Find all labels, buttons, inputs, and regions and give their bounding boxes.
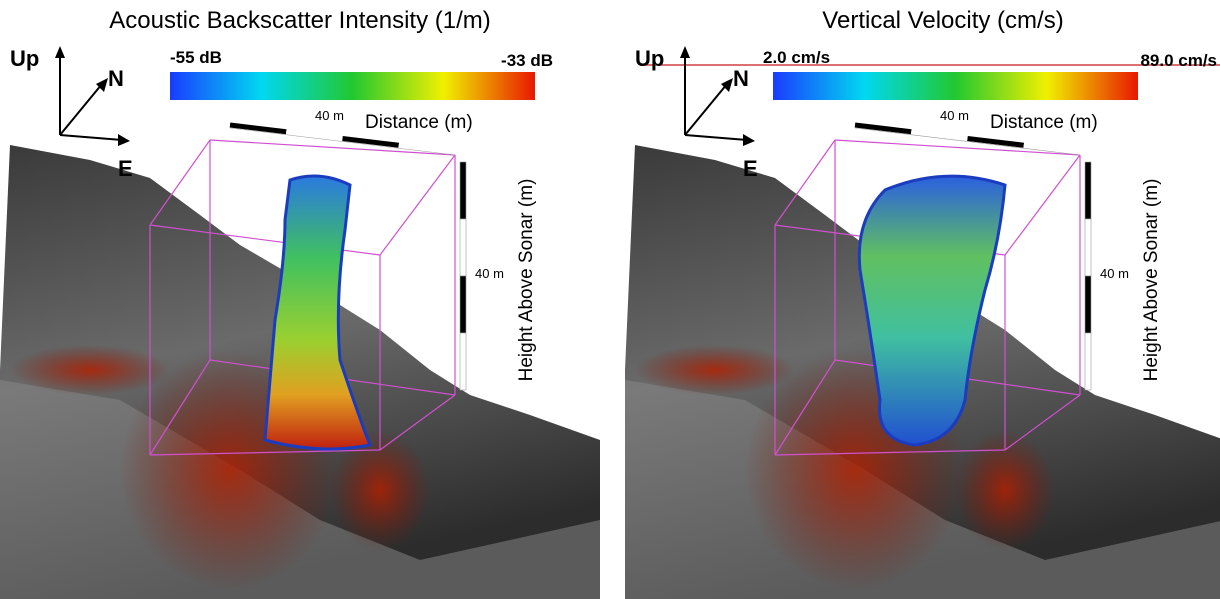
scale-segment (286, 132, 342, 139)
scale-segment (1085, 219, 1091, 276)
scale-segment (1085, 276, 1091, 333)
scale-segment (1024, 145, 1080, 152)
scale-segment (855, 125, 911, 132)
plume (265, 176, 370, 449)
scale-segment (1085, 162, 1091, 219)
distance-axis-label: Distance (m) (990, 112, 1098, 133)
height-axis-label: Height Above Sonar (m) (1141, 179, 1162, 382)
scale-segment (343, 139, 399, 146)
scale-segment (1085, 333, 1091, 390)
arrow-head (55, 46, 65, 58)
scale-segment (911, 132, 967, 139)
scale-segment (460, 276, 466, 333)
colorbar-min: -55 dB (170, 48, 222, 67)
arrow-head (118, 134, 130, 146)
compass-arrow (685, 84, 727, 135)
compass-arrow (685, 135, 747, 140)
scale-segment (460, 162, 466, 219)
colorbar-max: -33 dB (501, 51, 553, 70)
arrow-head (680, 46, 690, 58)
compass-east: E (118, 156, 133, 181)
compass-north: N (733, 66, 749, 91)
compass-north: N (108, 66, 124, 91)
distance-scale-label: 40 m (940, 108, 969, 123)
scale-segment (230, 125, 286, 132)
box-edge (380, 155, 455, 255)
distance-scale-label: 40 m (315, 108, 344, 123)
compass-up: Up (635, 46, 664, 71)
compass-up: Up (10, 46, 39, 71)
figure: Acoustic Backscatter Intensity (1/m) Up N E… (0, 0, 1220, 599)
panel-title: Vertical Velocity (cm/s) (822, 7, 1063, 34)
scale-segment (460, 219, 466, 276)
scale-segment (968, 139, 1024, 146)
panel-title: Acoustic Backscatter Intensity (1/m) (109, 7, 490, 34)
colorbar (773, 72, 1138, 100)
arrow-head (743, 134, 755, 146)
scale-segment (460, 333, 466, 390)
panel: Vertical Velocity (cm/s) Up N E 2.0 cm/s 89.0… (625, 7, 1220, 599)
compass-arrow (60, 135, 122, 140)
colorbar (170, 72, 535, 100)
compass-arrow (60, 84, 102, 135)
colorbar-max: 89.0 cm/s (1140, 51, 1217, 70)
distance-axis-label: Distance (m) (365, 112, 473, 133)
hot-area (10, 345, 170, 395)
compass-east: E (743, 156, 758, 181)
height-axis-label: Height Above Sonar (m) (516, 179, 537, 382)
height-scale-label: 40 m (475, 266, 504, 281)
box-edge (1005, 155, 1080, 255)
panel: Acoustic Backscatter Intensity (1/m) Up N E… (0, 7, 600, 599)
height-scale-label: 40 m (1100, 266, 1129, 281)
scale-segment (399, 145, 455, 152)
hot-area (635, 345, 795, 395)
colorbar-min: 2.0 cm/s (763, 48, 830, 67)
